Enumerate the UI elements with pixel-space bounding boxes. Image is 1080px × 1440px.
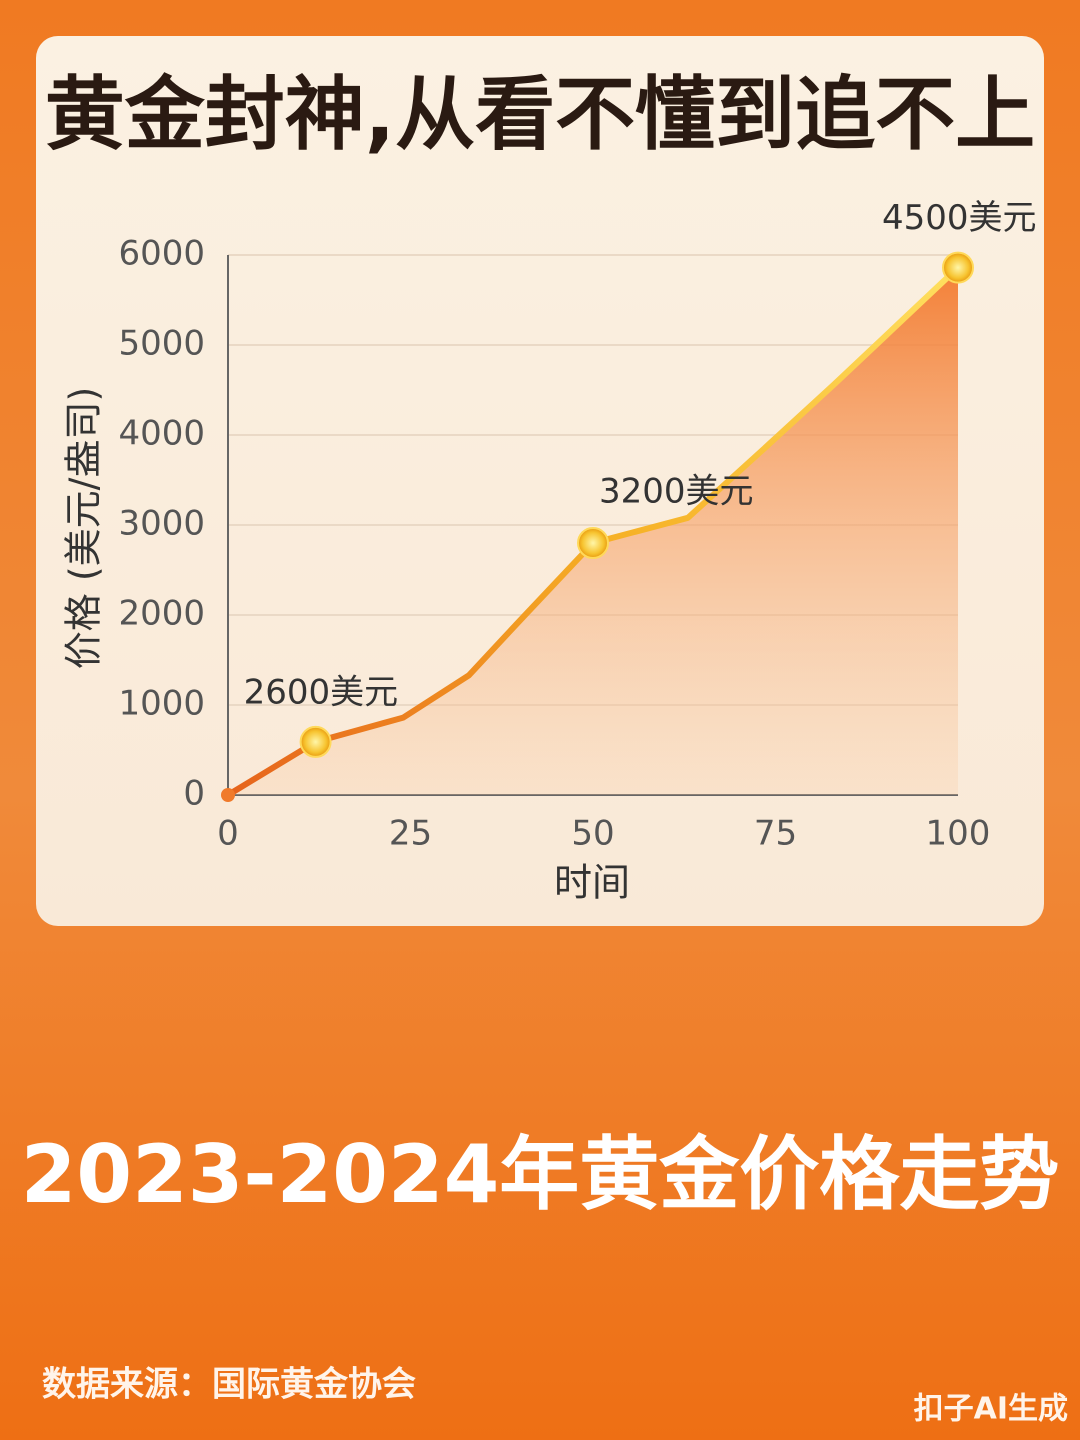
- x-axis-label: 时间: [554, 861, 630, 905]
- x-tick-label: 0: [217, 814, 239, 854]
- y-tick-label: 0: [183, 774, 205, 814]
- highlight-point: [577, 527, 609, 559]
- highlight-point: [942, 251, 974, 284]
- caption: 2023-2024年黄金价格走势: [21, 1128, 1060, 1221]
- y-tick-label: 2000: [118, 594, 205, 634]
- y-tick-label: 1000: [118, 684, 205, 724]
- x-tick-label: 75: [754, 814, 797, 854]
- x-tick-label: 100: [926, 814, 991, 854]
- annotation: 2600美元: [244, 672, 399, 712]
- annotation: 4500美元: [882, 198, 1037, 238]
- y-tick-label: 3000: [118, 504, 205, 544]
- source: 数据来源：国际黄金协会: [42, 1365, 416, 1405]
- x-tick-label: 50: [571, 814, 614, 854]
- y-axis-label: 价格 (美元/盎司): [62, 387, 106, 670]
- chart-title: 黄金封神,从看不懂到追不上: [45, 68, 1035, 161]
- annotation: 3200美元: [599, 472, 754, 512]
- plot-area: 0 1000 2000 3000 4000 5000 6000 0 25 50 75 100 2600美…: [118, 198, 1036, 853]
- y-tick-label: 4000: [118, 414, 205, 454]
- watermark: 扣子AI生成: [914, 1392, 1068, 1427]
- x-tick-label: 25: [389, 814, 432, 854]
- y-tick-label: 6000: [118, 234, 205, 274]
- y-tick-label: 5000: [118, 324, 205, 364]
- line: [226, 265, 961, 798]
- highlight-point: [299, 725, 332, 758]
- start-point: [221, 788, 235, 802]
- area: [228, 267, 958, 796]
